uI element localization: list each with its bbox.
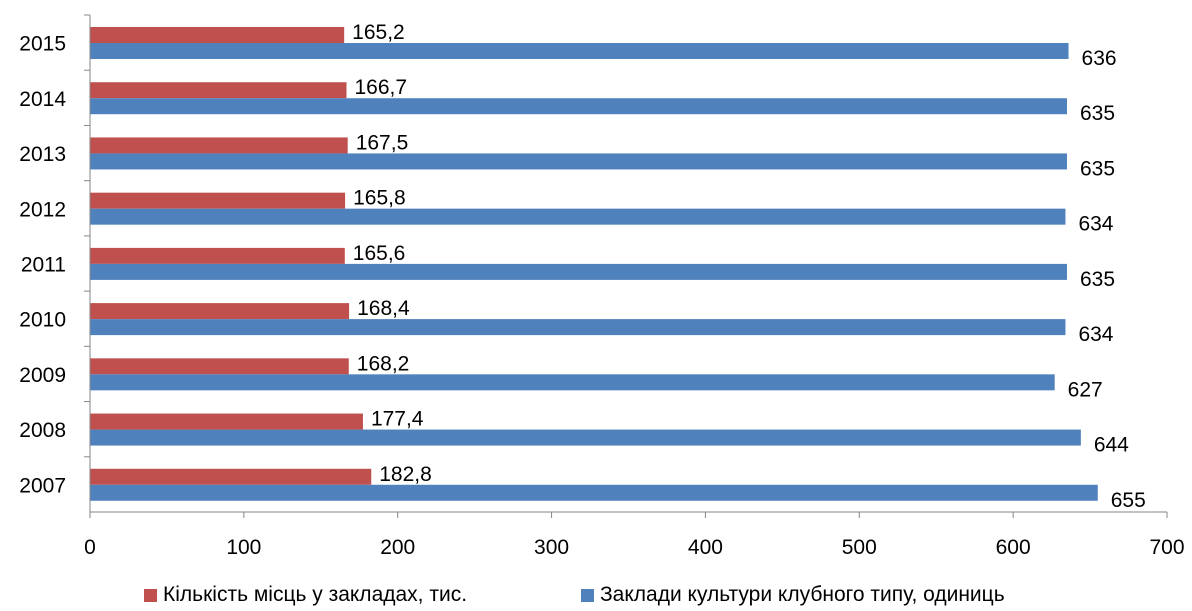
x-tick-label-0: 0 <box>84 536 96 559</box>
x-tick-label-300: 300 <box>534 536 569 559</box>
bar-clubs-2009 <box>90 374 1055 391</box>
y-tick-label-2015: 2015 <box>19 33 66 56</box>
legend-swatch-seats <box>144 588 157 602</box>
bar-clubs-2012 <box>90 208 1066 225</box>
data-label-clubs-2014: 635 <box>1080 102 1115 125</box>
bar-clubs-2015 <box>90 43 1069 59</box>
bar-seats-2012 <box>90 192 346 209</box>
legend-item-seats: Кількість місць у закладах, тис. <box>144 583 467 607</box>
bar-seats-2008 <box>90 413 363 430</box>
bar-clubs-2008 <box>90 429 1081 446</box>
data-label-clubs-2011: 635 <box>1080 268 1115 291</box>
bar-seats-2015 <box>90 27 345 43</box>
x-tick-label-500: 500 <box>842 536 877 559</box>
bar-clubs-2011 <box>90 263 1067 280</box>
bar-clubs-2014 <box>90 98 1067 115</box>
legend-label-seats: Кількість місць у закладах, тис. <box>163 583 468 606</box>
axes-layer <box>84 14 1168 518</box>
data-label-seats-2013: 167,5 <box>356 131 409 154</box>
legend: Кількість місць у закладах, тис. Заклади… <box>0 583 1192 611</box>
legend-label-clubs: Заклади культури клубного типу, одиниць <box>600 583 1005 606</box>
legend-item-clubs: Заклади культури клубного типу, одиниць <box>581 583 1005 607</box>
data-label-seats-2011: 165,6 <box>353 242 406 265</box>
bar-clubs-2010 <box>90 319 1066 336</box>
legend-swatch-clubs <box>581 588 594 602</box>
bar-seats-2007 <box>90 468 372 485</box>
x-tick-label-400: 400 <box>688 536 723 559</box>
bar-clubs-2007 <box>90 484 1098 501</box>
bar-seats-2009 <box>90 358 349 375</box>
bar-chart: 182,8 655 2007 177,4 644 2008 168,2 627 2009 168,… <box>19 14 1185 559</box>
data-label-seats-2015: 165,2 <box>352 21 405 44</box>
y-tick-label-2011: 2011 <box>21 254 66 277</box>
data-label-clubs-2008: 644 <box>1094 434 1129 457</box>
data-label-seats-2007: 182,8 <box>379 463 432 486</box>
bar-seats-2014 <box>90 82 347 99</box>
data-label-clubs-2009: 627 <box>1068 378 1103 401</box>
data-label-clubs-2010: 634 <box>1078 323 1113 346</box>
y-tick-label-2014: 2014 <box>19 88 66 111</box>
data-label-seats-2009: 168,2 <box>357 352 410 375</box>
bars-layer <box>90 27 1098 501</box>
data-label-seats-2012: 165,8 <box>353 187 406 210</box>
data-label-seats-2010: 168,4 <box>357 297 410 320</box>
bar-seats-2010 <box>90 303 350 320</box>
x-tick-label-100: 100 <box>226 536 261 559</box>
x-tick-label-700: 700 <box>1149 536 1184 559</box>
x-tick-label-600: 600 <box>996 536 1031 559</box>
y-tick-label-2010: 2010 <box>19 309 66 332</box>
y-tick-label-2008: 2008 <box>19 419 66 442</box>
data-label-clubs-2012: 634 <box>1078 213 1113 236</box>
bar-clubs-2013 <box>90 153 1067 170</box>
y-tick-label-2007: 2007 <box>19 474 66 497</box>
labels-layer: 182,8 655 2007 177,4 644 2008 168,2 627 2009 168,… <box>19 21 1184 559</box>
y-tick-label-2009: 2009 <box>19 364 66 387</box>
data-label-clubs-2013: 635 <box>1080 157 1115 180</box>
data-label-clubs-2007: 655 <box>1111 489 1146 512</box>
data-label-seats-2008: 177,4 <box>371 408 424 431</box>
bar-seats-2013 <box>90 137 348 154</box>
x-tick-label-200: 200 <box>380 536 415 559</box>
data-label-clubs-2015: 636 <box>1082 47 1117 70</box>
y-tick-label-2012: 2012 <box>19 198 66 221</box>
data-label-seats-2014: 166,7 <box>354 76 407 99</box>
y-tick-label-2013: 2013 <box>19 143 66 166</box>
bar-seats-2011 <box>90 247 345 264</box>
